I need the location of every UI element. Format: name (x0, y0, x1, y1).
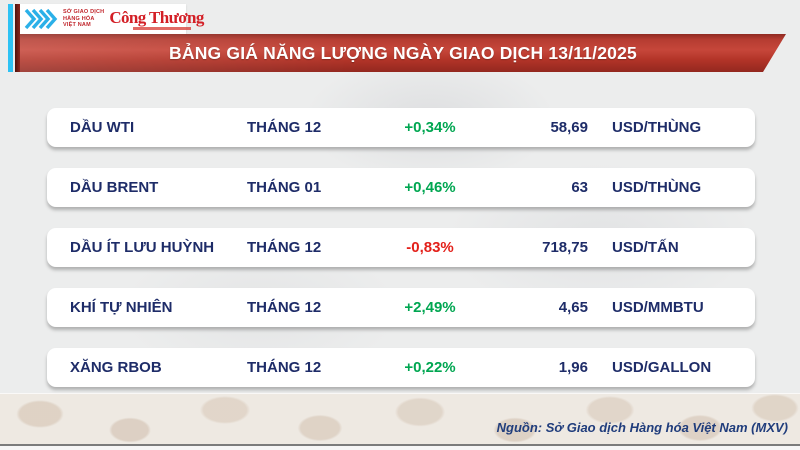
change-percent: +0,46% (404, 179, 456, 196)
commodity-name: KHÍ TỰ NHIÊN (70, 299, 173, 316)
contract-month: THÁNG 01 (247, 179, 322, 196)
price-unit: USD/THÙNG (612, 119, 702, 136)
page-title: BẢNG GIÁ NĂNG LƯỢNG NGÀY GIAO DỊCH 13/11… (169, 42, 637, 63)
source-note: Nguồn: Sở Giao dịch Hàng hóa Việt Nam (M… (496, 420, 788, 435)
price-unit: USD/TẤN (612, 239, 679, 256)
contract-month: THÁNG 12 (247, 299, 322, 316)
logo-plate: SỞ GIAO DỊCH HÀNG HÓA VIỆT NAM Công Thươ… (20, 4, 204, 34)
change-percent: +2,49% (404, 299, 456, 316)
left-accent-bar-maroon (15, 4, 20, 72)
price-value: 718,75 (542, 239, 588, 256)
congthuong-tagline-bar (133, 26, 192, 30)
table-row: KHÍ TỰ NHIÊN THÁNG 12 +2,49% 4,65 USD/MM… (47, 288, 755, 327)
bottom-edge (0, 446, 800, 450)
table-row: XĂNG RBOB THÁNG 12 +0,22% 1,96 USD/GALLO… (47, 348, 755, 387)
change-percent: -0,83% (406, 239, 454, 256)
change-percent: +0,34% (404, 119, 456, 136)
contract-month: THÁNG 12 (247, 119, 322, 136)
table-row: DẦU BRENT THÁNG 01 +0,46% 63 USD/THÙNG (47, 168, 755, 207)
price-value: 4,65 (558, 299, 588, 316)
mxv-name-line2: HÀNG HÓA (63, 15, 95, 22)
commodity-name: DẦU ÍT LƯU HUỲNH (70, 239, 215, 256)
change-percent: +0,22% (404, 359, 456, 376)
price-unit: USD/GALLON (612, 359, 712, 376)
contract-month: THÁNG 12 (247, 239, 322, 256)
bottom-divider (0, 444, 800, 446)
price-unit: USD/MMBTU (612, 299, 704, 316)
title-banner: BẢNG GIÁ NĂNG LƯỢNG NGÀY GIAO DỊCH 13/11… (20, 34, 786, 72)
price-value: 58,69 (550, 119, 588, 136)
congthuong-wordmark: Công Thương (109, 7, 204, 27)
commodity-name: DẦU BRENT (70, 179, 159, 196)
mxv-name: SỞ GIAO DỊCH HÀNG HÓA VIỆT NAM (63, 9, 104, 29)
commodity-name: DẦU WTI (70, 119, 135, 136)
table-row: DẦU ÍT LƯU HUỲNH THÁNG 12 -0,83% 718,75 … (47, 228, 755, 267)
price-unit: USD/THÙNG (612, 179, 702, 196)
price-value: 63 (571, 179, 588, 196)
mxv-name-line1: SỞ GIAO DỊCH (63, 9, 105, 16)
commodity-name: XĂNG RBOB (70, 359, 162, 376)
congthuong-logo: Công Thương (109, 7, 204, 30)
left-accent-bar-cyan (8, 4, 13, 72)
contract-month: THÁNG 12 (247, 359, 322, 376)
mxv-name-line3: VIỆT NAM (63, 22, 91, 29)
mxv-chevrons-icon (24, 8, 58, 30)
price-value: 1,96 (558, 359, 588, 376)
table-row: DẦU WTI THÁNG 12 +0,34% 58,69 USD/THÙNG (47, 108, 755, 147)
